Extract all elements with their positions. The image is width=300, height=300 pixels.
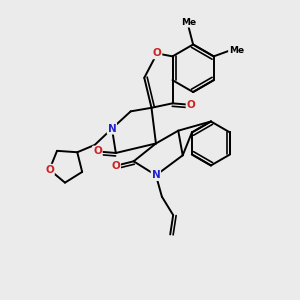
Text: N: N: [152, 170, 160, 180]
Text: Me: Me: [229, 46, 244, 55]
Text: O: O: [93, 146, 102, 157]
Text: O: O: [111, 161, 120, 171]
Text: N: N: [152, 170, 160, 180]
Text: N: N: [108, 124, 116, 134]
Text: O: O: [111, 161, 120, 171]
Text: Me: Me: [181, 18, 196, 27]
Text: Me: Me: [229, 46, 244, 55]
Text: O: O: [153, 48, 161, 59]
Text: Me: Me: [181, 18, 196, 27]
Text: O: O: [45, 165, 54, 175]
Text: O: O: [93, 146, 102, 157]
Text: O: O: [187, 100, 195, 110]
Text: N: N: [108, 124, 116, 134]
Text: O: O: [187, 100, 195, 110]
Text: O: O: [45, 165, 54, 175]
Text: O: O: [153, 48, 161, 59]
